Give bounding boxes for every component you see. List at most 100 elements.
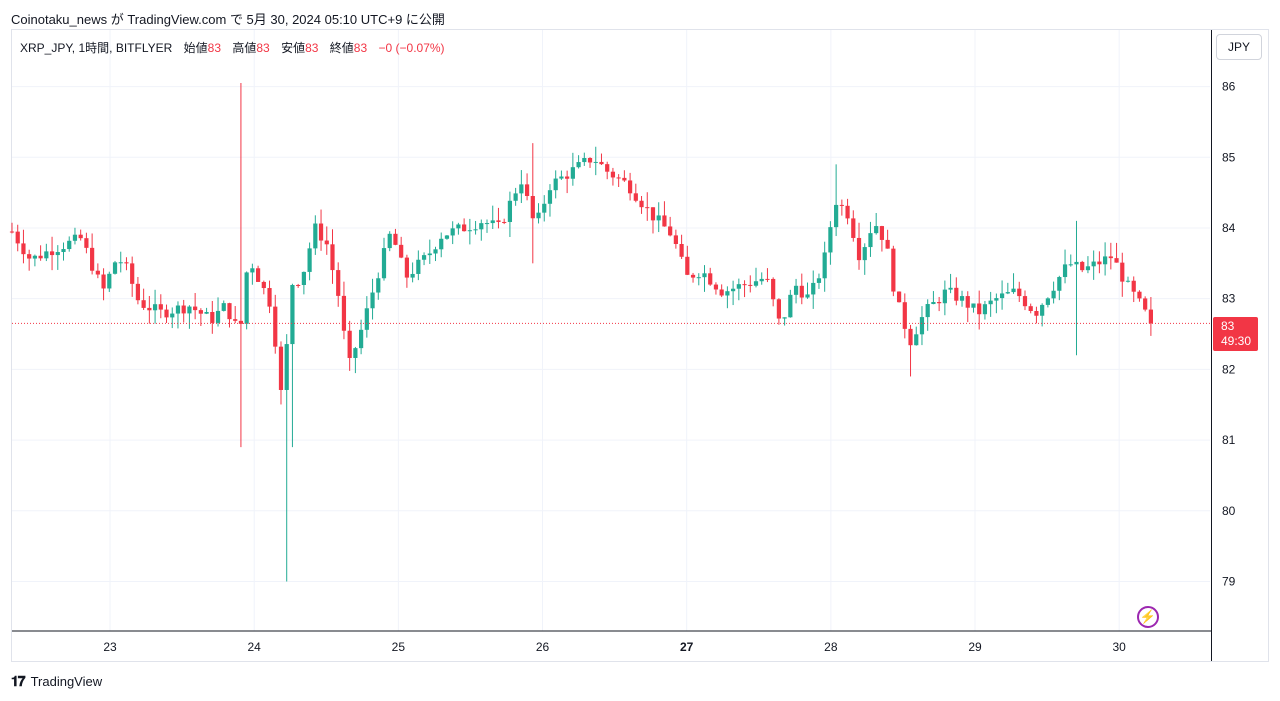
candle xyxy=(1034,306,1039,324)
candle xyxy=(112,260,118,275)
candle-body xyxy=(885,239,890,249)
candle xyxy=(273,294,278,354)
candle-body xyxy=(650,207,656,221)
candle xyxy=(656,202,661,233)
candle-body xyxy=(851,218,856,238)
lightning-icon[interactable]: ⚡ xyxy=(1137,606,1159,628)
candle-body xyxy=(324,240,329,245)
candle-body xyxy=(1028,306,1033,311)
candle-body xyxy=(942,289,947,304)
candle xyxy=(158,294,163,319)
candle-body xyxy=(982,304,988,315)
candle xyxy=(433,246,438,262)
candle-body xyxy=(90,247,95,271)
candle-body xyxy=(731,288,736,292)
candle xyxy=(1005,282,1010,295)
candle-body xyxy=(27,254,32,259)
candle-body xyxy=(639,200,644,208)
candle xyxy=(502,218,507,225)
candle-body xyxy=(828,227,833,253)
candle-body xyxy=(347,330,352,358)
candle xyxy=(404,254,409,288)
candle xyxy=(639,196,644,214)
candle xyxy=(456,222,461,235)
candle-body xyxy=(759,278,764,282)
candle xyxy=(713,282,719,295)
candle xyxy=(982,300,988,320)
candle-body xyxy=(919,317,925,335)
candle xyxy=(1125,276,1131,283)
candle xyxy=(587,157,593,168)
candle-body xyxy=(318,223,324,241)
candle-body xyxy=(1108,256,1113,259)
candle-body xyxy=(1137,291,1142,299)
candle xyxy=(244,271,249,330)
candle-body xyxy=(444,235,450,239)
candle xyxy=(828,221,833,265)
candle xyxy=(284,334,289,582)
candle-body xyxy=(427,253,432,256)
candle-body xyxy=(421,255,427,260)
footer-brand[interactable]: 𝟏𝟕 TradingView xyxy=(11,673,102,690)
candle-body xyxy=(742,284,747,286)
candle xyxy=(919,306,925,346)
candle-body xyxy=(582,157,587,163)
candle-body xyxy=(725,291,730,296)
candle-body xyxy=(696,277,701,279)
candle-body xyxy=(141,300,146,308)
candle xyxy=(170,307,175,329)
candle xyxy=(15,224,20,252)
candle-body xyxy=(49,251,55,256)
candle xyxy=(650,207,656,234)
y-tick-label: 81 xyxy=(1222,433,1236,447)
candle-body xyxy=(496,220,501,222)
candle-body xyxy=(1131,280,1136,292)
close-value: 83 xyxy=(353,41,368,55)
candle xyxy=(553,170,558,199)
candle-body xyxy=(238,320,244,324)
candle xyxy=(147,295,152,324)
candle-body xyxy=(896,291,902,303)
candle xyxy=(1045,297,1050,308)
x-tick-label: 25 xyxy=(392,640,406,654)
candle-body xyxy=(1022,296,1028,307)
candle xyxy=(524,173,530,201)
candle xyxy=(152,289,158,324)
high-label: 高値 xyxy=(232,41,257,55)
candle xyxy=(1074,220,1079,356)
candle-body xyxy=(948,287,953,290)
candle-body xyxy=(1017,288,1022,297)
candle xyxy=(948,273,953,294)
candle-body xyxy=(616,177,621,179)
candle xyxy=(685,245,690,276)
candle xyxy=(731,280,736,306)
candle xyxy=(427,239,432,264)
candle xyxy=(536,203,541,224)
candle-body xyxy=(72,234,78,241)
currency-button[interactable]: JPY xyxy=(1216,34,1262,60)
candle-body xyxy=(988,300,993,305)
candle-body xyxy=(994,298,999,301)
candle xyxy=(994,293,999,314)
candle-body xyxy=(376,278,381,293)
candle-body xyxy=(559,176,564,179)
candle-body xyxy=(570,167,575,179)
candle-body xyxy=(502,221,507,223)
candle xyxy=(582,152,587,166)
symbol-info: XRP_JPY, 1時間, BITFLYER xyxy=(20,41,173,55)
candle-body xyxy=(530,196,535,219)
candle-body xyxy=(542,203,547,213)
x-tick-label: 29 xyxy=(968,640,982,654)
candle xyxy=(799,273,804,305)
candle xyxy=(336,262,341,307)
candle xyxy=(55,245,60,270)
candle-body xyxy=(387,233,392,249)
y-tick-label: 84 xyxy=(1222,221,1236,235)
candle-body xyxy=(959,296,965,301)
candle-body xyxy=(393,233,398,245)
candle xyxy=(570,152,575,186)
last-price-value: 83 xyxy=(1221,319,1235,333)
candle xyxy=(215,297,221,327)
candle xyxy=(330,229,335,284)
